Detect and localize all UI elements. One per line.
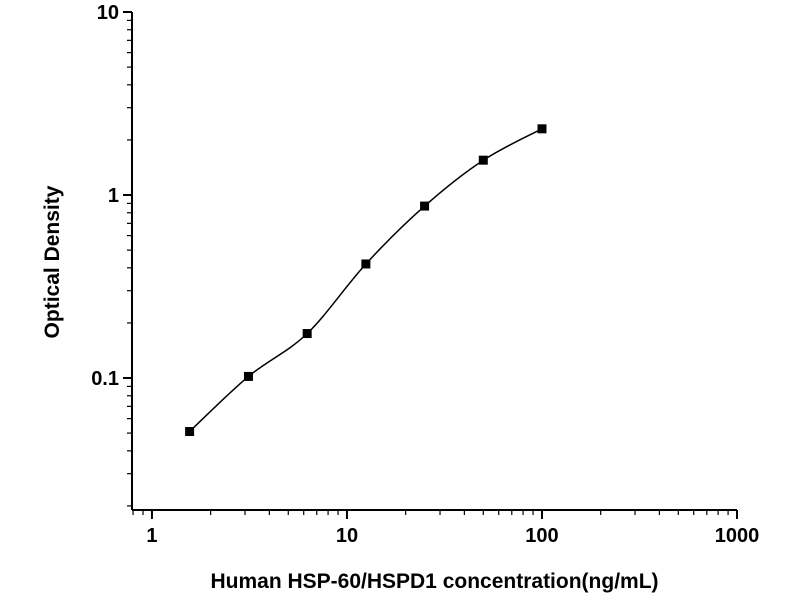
axes bbox=[131, 12, 737, 511]
y-tick-label: 1 bbox=[108, 185, 119, 207]
y-axis-title: Optical Density bbox=[41, 185, 64, 339]
tick-marks bbox=[123, 11, 738, 519]
x-tick-label: 100 bbox=[525, 525, 558, 547]
data-point-marker bbox=[478, 155, 488, 165]
tick-labels: 1 10 100 1000 0.1 1 10 bbox=[91, 2, 759, 547]
data-point-marker bbox=[185, 427, 195, 437]
x-tick-label: 10 bbox=[336, 525, 358, 547]
x-tick-label: 1000 bbox=[715, 525, 760, 547]
data-point-marker bbox=[537, 124, 547, 134]
fit-curve bbox=[189, 128, 543, 433]
data-points bbox=[185, 124, 547, 437]
data-point-marker bbox=[420, 201, 430, 211]
x-axis-title: Human HSP-60/HSPD1 concentration(ng/mL) bbox=[210, 570, 659, 593]
y-tick-label: 10 bbox=[97, 2, 119, 24]
y-tick-label: 0.1 bbox=[91, 368, 119, 390]
data-point-marker bbox=[361, 259, 371, 269]
data-point-marker bbox=[243, 371, 253, 381]
data-point-marker bbox=[302, 329, 312, 339]
x-tick-label: 1 bbox=[146, 525, 157, 547]
